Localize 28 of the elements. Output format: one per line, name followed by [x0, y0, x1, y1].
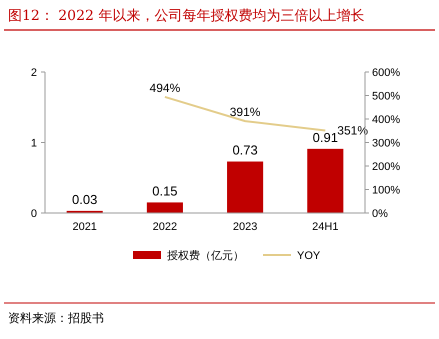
data-label: 0.91: [312, 130, 338, 145]
data-label: 391%: [230, 105, 261, 120]
y2-tick-label: 100%: [372, 184, 400, 196]
y2-tick-label: 300%: [372, 138, 400, 150]
x-tick-label: 2023: [232, 221, 258, 233]
x-tick-label: 2021: [72, 221, 97, 233]
y-tick-label: 0: [30, 208, 37, 220]
x-tick-label: 24H1: [312, 221, 338, 233]
bar: [307, 148, 344, 213]
legend-label: 授权费（亿元）: [167, 249, 244, 262]
y2-tick-label: 400%: [372, 114, 400, 126]
bar: [227, 162, 264, 213]
data-label: 351%: [337, 124, 368, 138]
data-label: 494%: [150, 80, 181, 95]
y2-tick-label: 0%: [372, 208, 388, 220]
chart-title: 图12： 2022 年以来，公司每年授权费均为三倍以上增长: [8, 8, 364, 24]
bar: [146, 202, 183, 213]
data-label: 0.15: [152, 183, 178, 198]
y2-tick-label: 200%: [372, 161, 400, 173]
y2-tick-label: 600%: [372, 67, 400, 79]
data-label: 0.73: [232, 142, 258, 158]
text: 资料来源：招股书: [8, 311, 104, 325]
data-label: 0.03: [72, 192, 98, 207]
y-tick-label: 1: [30, 138, 37, 150]
y2-tick-label: 500%: [372, 90, 400, 102]
y-tick-label: 2: [30, 67, 37, 79]
x-tick-label: 2022: [152, 221, 178, 233]
legend-label: YOY: [297, 250, 321, 262]
